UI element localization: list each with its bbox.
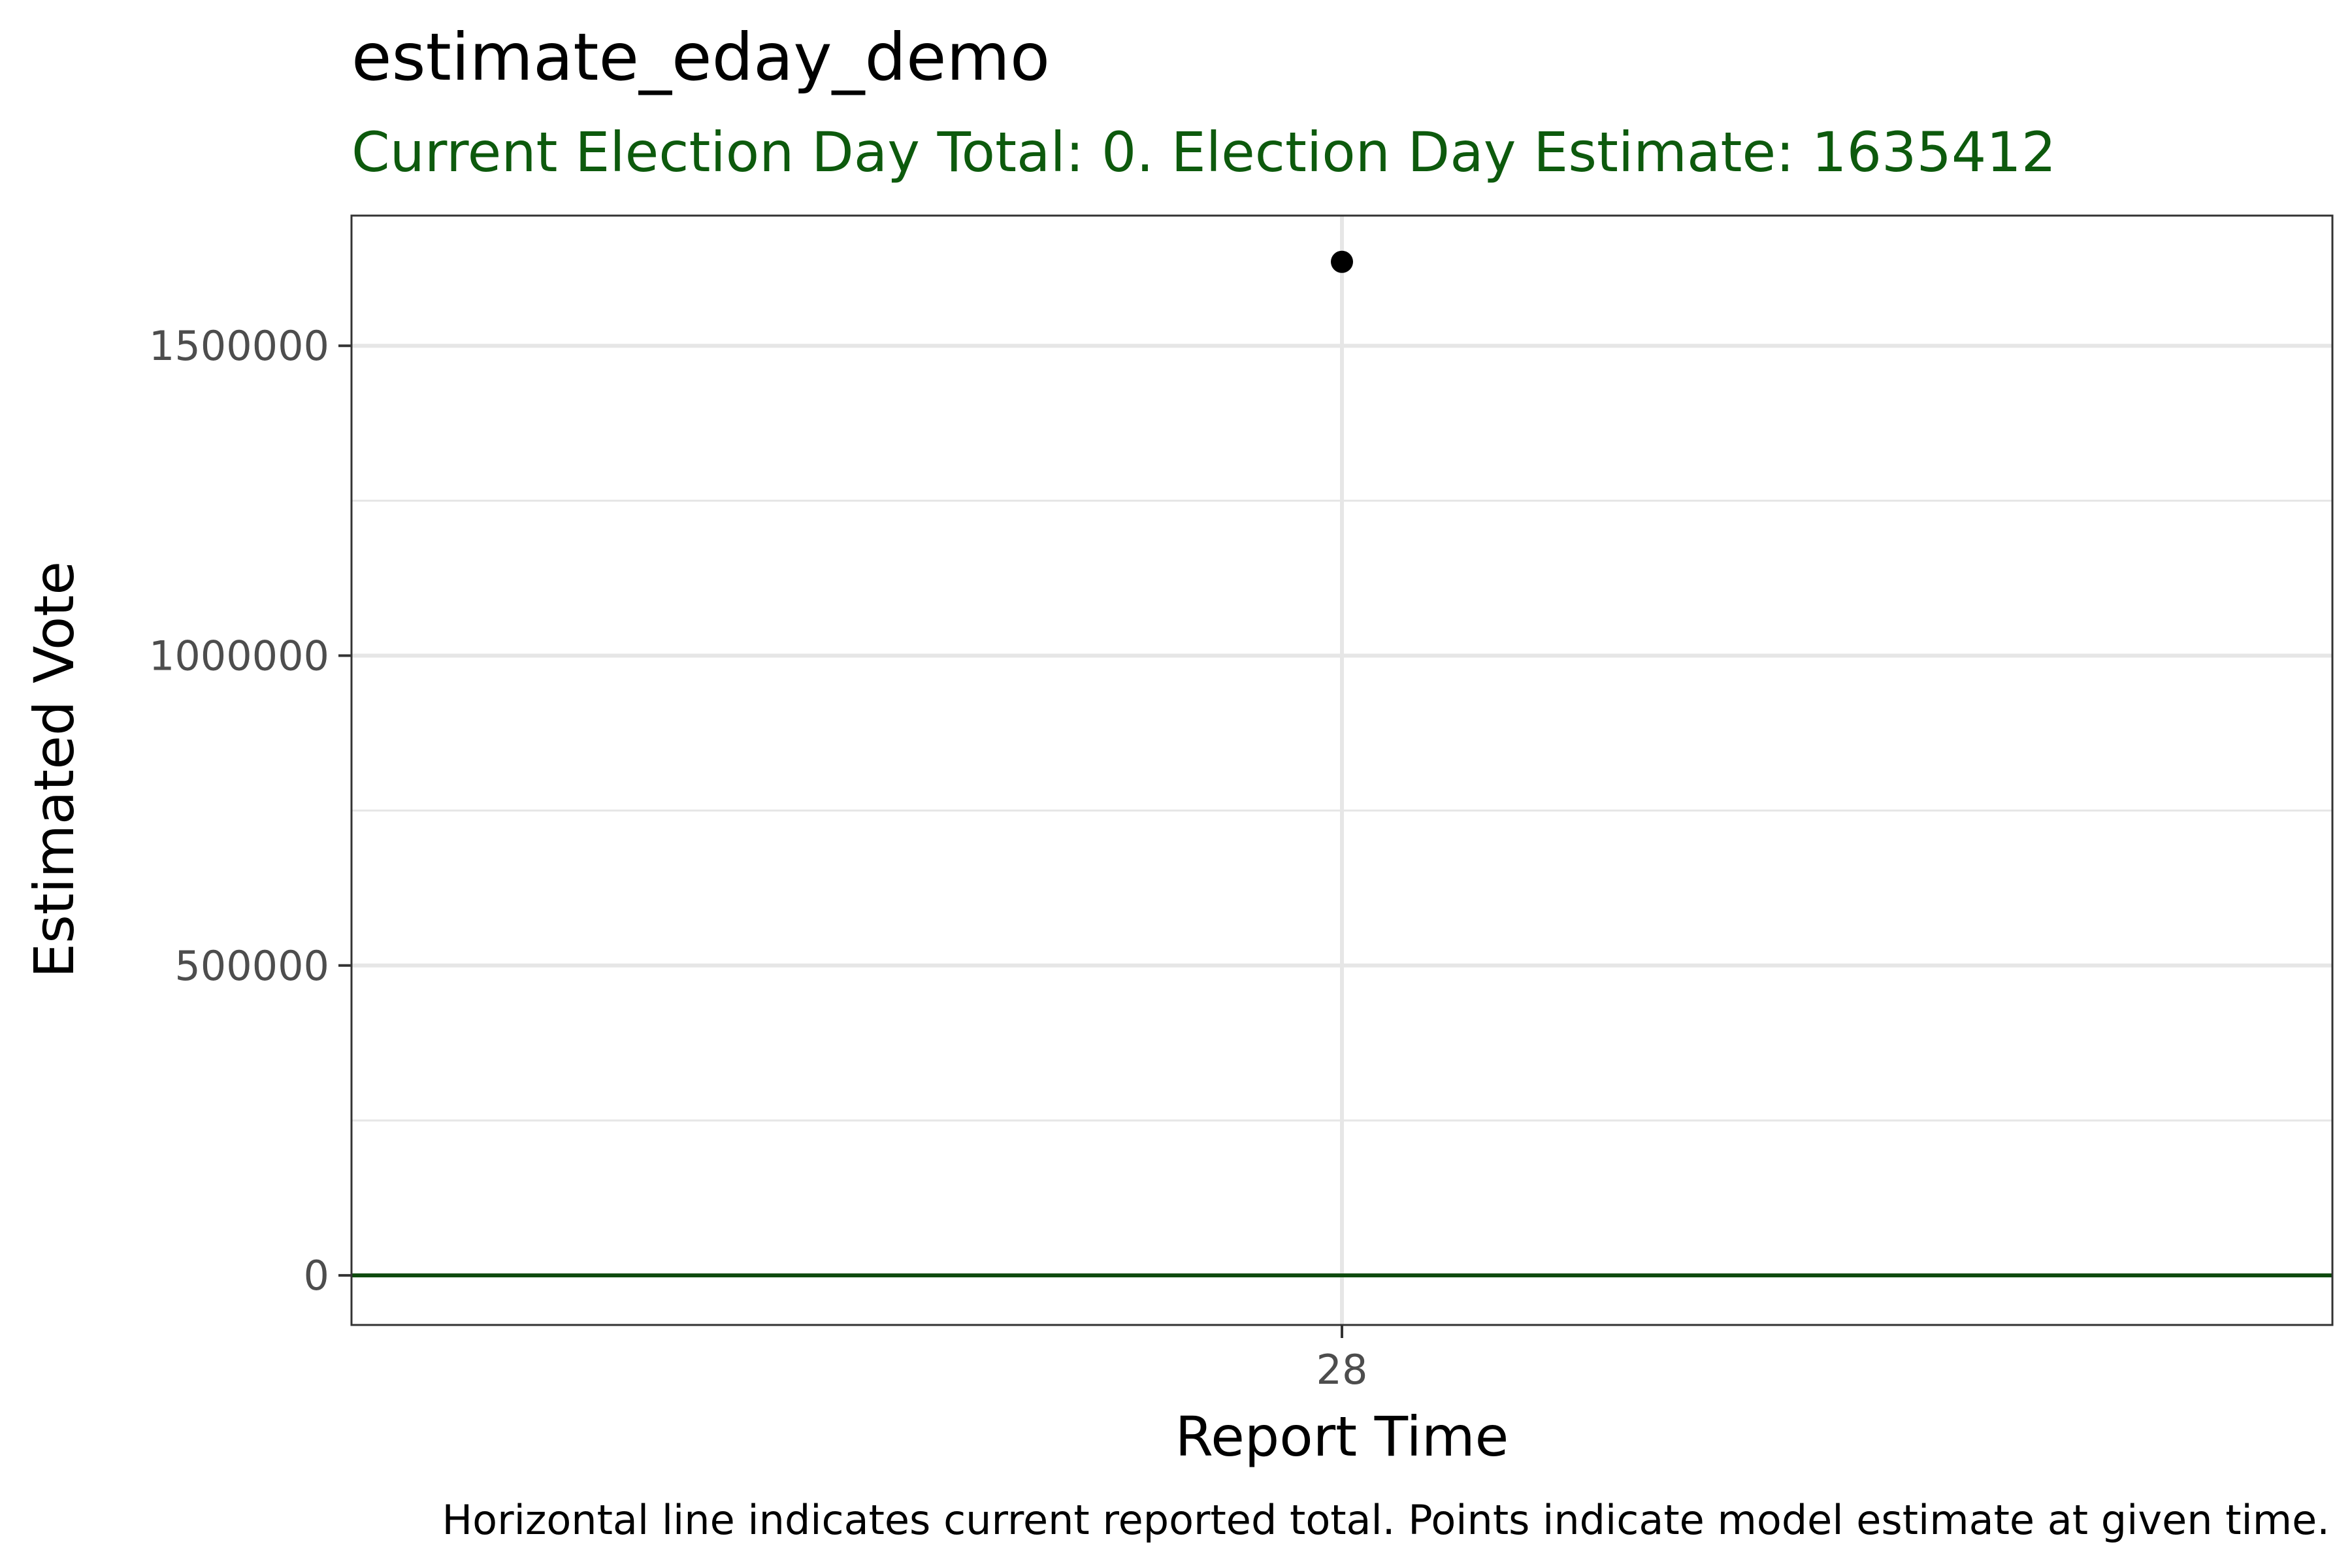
x-tick-label: 28 xyxy=(1316,1346,1368,1394)
y-axis-title: Estimated Vote xyxy=(22,561,86,978)
data-points xyxy=(1331,250,1353,273)
data-point xyxy=(1331,250,1353,273)
chart-caption: Horizontal line indicates current report… xyxy=(442,1496,2330,1544)
chart-title: estimate_eday_demo xyxy=(351,19,1050,95)
y-axis: 0 500000 1000000 1500000 xyxy=(149,322,351,1299)
x-axis-title: Report Time xyxy=(1175,1405,1509,1469)
chart-subtitle: Current Election Day Total: 0. Election … xyxy=(351,120,2056,184)
y-tick-label: 0 xyxy=(304,1252,329,1299)
y-tick-label: 500000 xyxy=(174,942,329,990)
x-axis: 28 xyxy=(1316,1325,1368,1394)
y-tick-label: 1500000 xyxy=(149,322,329,370)
y-tick-label: 1000000 xyxy=(149,632,329,680)
